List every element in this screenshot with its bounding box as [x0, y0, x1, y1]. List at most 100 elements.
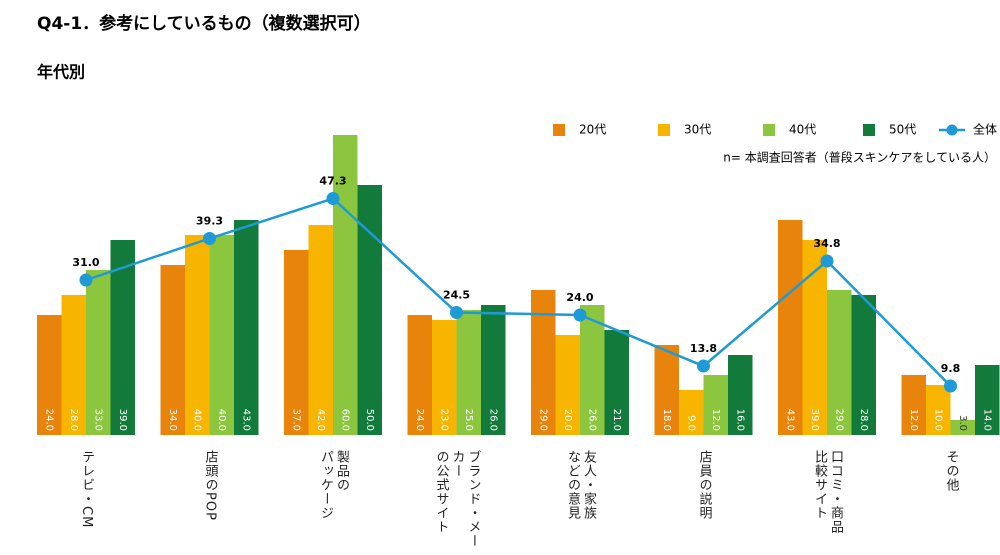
bar: [728, 355, 753, 435]
bar-value-label: 24.0: [43, 409, 54, 431]
bar: [926, 385, 951, 435]
line-point: [450, 306, 463, 319]
line: [85, 197, 952, 387]
bar-value-label: 9.0: [685, 415, 696, 431]
line-value-label: 24.0: [566, 291, 593, 304]
bar-value-label: 29.0: [537, 409, 548, 431]
line-value-label: 31.0: [72, 256, 99, 269]
bar-value-label: 10.0: [932, 409, 943, 431]
x-tick-label: 製品の パッケージ: [318, 450, 349, 520]
legend-swatch: [863, 124, 875, 136]
bar-value-label: 33.0: [92, 409, 103, 431]
bar: [160, 265, 185, 435]
line-point: [79, 273, 93, 287]
bar-value-label: 16.0: [734, 409, 745, 431]
bar-value-label: 50.0: [364, 409, 375, 431]
x-tick-label: ブランド・メーカー の公式サイト: [433, 450, 481, 548]
bar: [975, 365, 1000, 435]
bar: [679, 390, 704, 435]
line-value-label: 34.8: [813, 237, 840, 250]
x-tick-label: 口コミ・商品 比較サイト: [812, 450, 843, 534]
line-value-label: 24.5: [443, 289, 470, 302]
bar-value-label: 60.0: [339, 409, 350, 431]
x-tick-label: 友人・家族 などの意見: [565, 450, 596, 520]
bar: [851, 295, 876, 435]
bar-value-label: 42.0: [315, 409, 326, 431]
note: n= 本調査回答者（普段スキンケアをしている人）: [723, 150, 996, 165]
bar-value-label: 20.0: [562, 409, 573, 431]
line-value-label: 39.3: [196, 215, 223, 228]
bar-value-label: 21.0: [611, 409, 622, 431]
bar: [654, 345, 679, 435]
legend-label: 40代: [789, 123, 816, 137]
bar-value-label: 12.0: [908, 409, 919, 431]
bar-value-label: 23.0: [438, 409, 449, 431]
line-value-label: 47.3: [319, 175, 346, 188]
bar-value-label: 43.0: [240, 409, 251, 431]
line-value-label: 9.8: [941, 362, 961, 375]
bar-value-label: 34.0: [167, 409, 178, 431]
line-point: [697, 359, 710, 373]
bar: [555, 335, 580, 435]
bar-value-label: 12.0: [710, 409, 721, 431]
x-tick-label: その他: [943, 450, 959, 492]
bar: [185, 235, 210, 435]
bar-value-label: 28.0: [68, 409, 79, 431]
legend-label: 20代: [579, 123, 606, 137]
bar-value-label: 43.0: [784, 409, 795, 431]
bar-value-label: 25.0: [463, 409, 474, 431]
bar: [407, 315, 432, 435]
bar: [604, 330, 629, 435]
x-tick-label: テレビ・CM: [79, 450, 94, 529]
bar-value-label: 29.0: [833, 409, 844, 431]
line-point: [820, 254, 834, 268]
bar-value-label: 40.0: [216, 409, 227, 431]
bar-value-label: 28.0: [858, 409, 869, 431]
bar-value-label: 39.0: [117, 409, 128, 431]
bar: [580, 305, 605, 435]
legend-swatch: [763, 124, 775, 136]
bar-value-label: 26.0: [586, 409, 597, 431]
bar: [432, 320, 457, 435]
bar: [901, 375, 926, 435]
line-value-label: 13.8: [690, 342, 717, 355]
bar: [703, 375, 728, 435]
bar: [778, 220, 803, 435]
legend-marker: [946, 124, 958, 136]
bar: [357, 185, 382, 435]
bar: [37, 315, 62, 435]
bar-value-label: 40.0: [191, 409, 202, 431]
legend-swatch: [658, 124, 670, 136]
bar-value-label: 39.0: [809, 409, 820, 431]
bar: [950, 420, 975, 435]
bar-value-label: 24.0: [414, 409, 425, 431]
line-point: [326, 192, 340, 205]
bar-value-label: 18.0: [661, 409, 672, 431]
bar: [110, 240, 135, 435]
x-tick-label: 店員の説明: [696, 450, 712, 520]
bar: [86, 270, 111, 435]
bar: [234, 220, 259, 435]
bar: [308, 225, 333, 435]
chart-subtitle: 年代別: [37, 63, 85, 82]
line-point: [203, 232, 216, 245]
x-tick-label: 店頭のPOP: [202, 450, 218, 521]
bar: [209, 235, 234, 435]
bar-value-label: 14.0: [981, 409, 992, 431]
bar: [802, 240, 827, 435]
bar: [284, 250, 309, 435]
legend-label: 50代: [889, 123, 916, 137]
bar-value-label: 3.0: [957, 415, 968, 431]
bar-value-label: 26.0: [487, 409, 498, 431]
legend-swatch: [553, 124, 565, 136]
bar: [333, 135, 358, 435]
bar: [61, 295, 86, 435]
bar-value-label: 37.0: [290, 409, 301, 431]
bar: [481, 305, 506, 435]
legend-label: 30代: [684, 123, 711, 137]
line-point: [573, 308, 587, 322]
line-point: [944, 379, 957, 393]
legend-label: 全体: [973, 122, 997, 137]
